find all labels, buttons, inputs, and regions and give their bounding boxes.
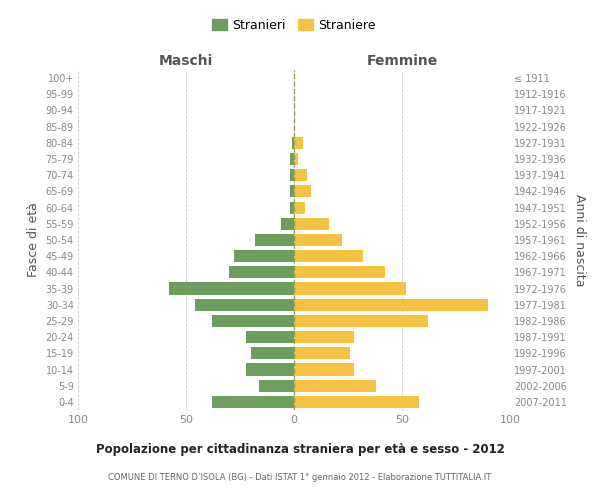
Bar xyxy=(294,250,363,262)
Y-axis label: Anni di nascita: Anni di nascita xyxy=(572,194,586,286)
Bar xyxy=(212,315,294,327)
Bar xyxy=(247,364,294,376)
Text: Maschi: Maschi xyxy=(159,54,213,68)
Text: Femmine: Femmine xyxy=(367,54,437,68)
Bar xyxy=(294,396,419,408)
Bar xyxy=(247,331,294,343)
Bar xyxy=(294,315,428,327)
Bar xyxy=(294,218,329,230)
Bar xyxy=(229,266,294,278)
Bar xyxy=(294,364,355,376)
Bar xyxy=(294,186,311,198)
Text: Popolazione per cittadinanza straniera per età e sesso - 2012: Popolazione per cittadinanza straniera p… xyxy=(95,442,505,456)
Bar xyxy=(292,137,294,149)
Bar xyxy=(281,218,294,230)
Text: COMUNE DI TERNO D’ISOLA (BG) - Dati ISTAT 1° gennaio 2012 - Elaborazione TUTTITA: COMUNE DI TERNO D’ISOLA (BG) - Dati ISTA… xyxy=(109,472,491,482)
Bar xyxy=(294,266,385,278)
Bar xyxy=(290,202,294,213)
Y-axis label: Fasce di età: Fasce di età xyxy=(27,202,40,278)
Legend: Stranieri, Straniere: Stranieri, Straniere xyxy=(207,14,381,36)
Bar xyxy=(294,234,341,246)
Bar xyxy=(290,153,294,165)
Bar xyxy=(251,348,294,360)
Bar xyxy=(169,282,294,294)
Bar xyxy=(294,298,488,311)
Bar xyxy=(294,380,376,392)
Bar xyxy=(259,380,294,392)
Bar xyxy=(194,298,294,311)
Bar xyxy=(255,234,294,246)
Bar xyxy=(294,348,350,360)
Bar xyxy=(294,202,305,213)
Bar xyxy=(290,186,294,198)
Bar xyxy=(212,396,294,408)
Bar xyxy=(290,169,294,181)
Bar xyxy=(294,153,298,165)
Bar xyxy=(294,169,307,181)
Bar xyxy=(294,331,355,343)
Bar xyxy=(294,282,406,294)
Bar xyxy=(233,250,294,262)
Bar xyxy=(294,137,302,149)
